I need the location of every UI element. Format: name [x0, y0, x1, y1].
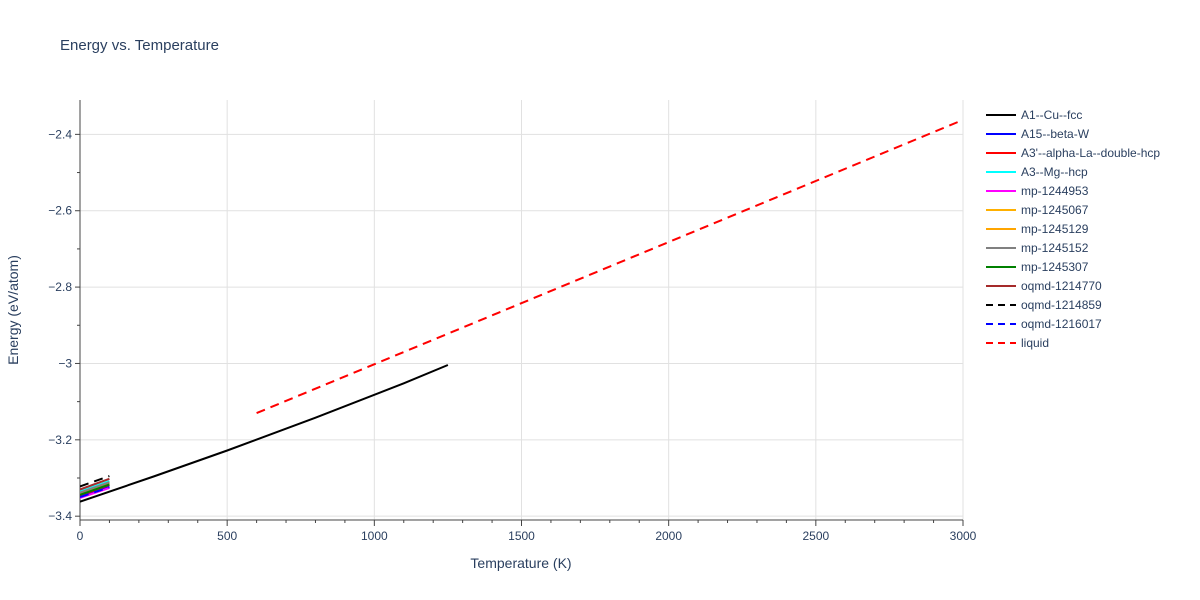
y-tick-label: −3	[58, 356, 72, 370]
legend-item[interactable]: mp-1244953	[986, 184, 1089, 198]
legend-label: A3--Mg--hcp	[1021, 165, 1088, 179]
series-line-liquid	[256, 118, 963, 415]
legend-label: mp-1245129	[1021, 222, 1089, 236]
x-tick-label: 2000	[655, 529, 682, 543]
legend-item[interactable]: A3'--alpha-La--double-hcp	[986, 146, 1160, 160]
legend-item[interactable]: A1--Cu--fcc	[986, 108, 1082, 122]
legend-label: A1--Cu--fcc	[1021, 108, 1082, 122]
y-tick-label: −3.4	[48, 509, 72, 523]
x-tick-label: 2500	[802, 529, 829, 543]
x-tick-label: 500	[217, 529, 237, 543]
legend-label: mp-1245067	[1021, 203, 1089, 217]
legend-label: oqmd-1216017	[1021, 317, 1102, 331]
chart-title: Energy vs. Temperature	[60, 37, 219, 54]
y-axis-title: Energy (eV/atom)	[5, 255, 21, 365]
series-line-mp-1245152	[80, 481, 110, 494]
x-axis-title: Temperature (K)	[470, 555, 571, 571]
legend-label: oqmd-1214770	[1021, 279, 1102, 293]
y-tick-label: −3.2	[48, 433, 72, 447]
legend-label: mp-1245152	[1021, 241, 1089, 255]
legend-label: A15--beta-W	[1021, 127, 1090, 141]
series-line-A3--Mg--hcp	[80, 480, 110, 493]
legend-item[interactable]: A15--beta-W	[986, 127, 1090, 141]
legend-item[interactable]: liquid	[986, 336, 1049, 350]
grid-lines	[79, 100, 964, 520]
x-axis: 0 500 1000 1500 2000 2500 3000	[77, 519, 977, 543]
legend-label: oqmd-1214859	[1021, 298, 1102, 312]
series-line-oqmd-1214859	[80, 475, 110, 488]
legend-label: liquid	[1021, 336, 1049, 350]
x-tick-label: 0	[77, 529, 84, 543]
legend-item[interactable]: mp-1245152	[986, 241, 1089, 255]
series-line-oqmd-1216017	[80, 486, 110, 499]
x-tick-label: 1500	[508, 529, 535, 543]
series-line-oqmd-1214770	[80, 477, 110, 491]
legend-item[interactable]: oqmd-1216017	[986, 317, 1102, 331]
legend-item[interactable]: mp-1245307	[986, 260, 1089, 274]
y-axis: −3.4 −3.2 −3 −2.8 −2.6 −2.4	[48, 100, 81, 523]
x-tick-label: 3000	[950, 529, 977, 543]
legend-label: mp-1244953	[1021, 184, 1089, 198]
legend-item[interactable]: A3--Mg--hcp	[986, 165, 1088, 179]
series-line-A1--Cu--fcc	[80, 364, 449, 503]
series-line-mp-1245307	[80, 483, 110, 496]
legend-label: mp-1245307	[1021, 260, 1089, 274]
y-tick-label: −2.8	[48, 280, 72, 294]
y-tick-label: −2.6	[48, 204, 72, 218]
legend-item[interactable]: mp-1245067	[986, 203, 1089, 217]
legend[interactable]: A1--Cu--fcc A15--beta-W A3'--alpha-La--dou…	[986, 108, 1160, 350]
legend-item[interactable]: oqmd-1214859	[986, 298, 1102, 312]
x-tick-label: 1000	[361, 529, 388, 543]
y-tick-label: −2.4	[48, 127, 72, 141]
legend-item[interactable]: mp-1245129	[986, 222, 1089, 236]
legend-item[interactable]: oqmd-1214770	[986, 279, 1102, 293]
legend-label: A3'--alpha-La--double-hcp	[1021, 146, 1160, 160]
series-layer	[80, 118, 963, 503]
